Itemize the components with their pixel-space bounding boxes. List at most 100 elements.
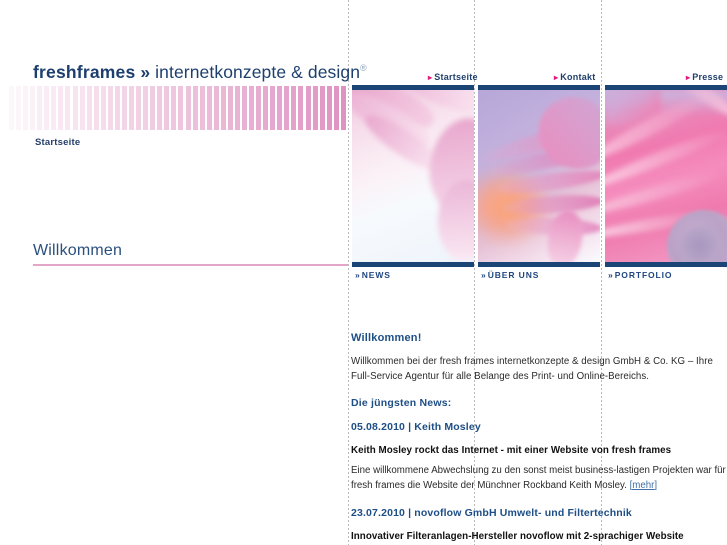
news-more-link[interactable]: [mehr] (629, 479, 658, 491)
stripe-bar (319, 86, 325, 130)
double-chevron-icon: » (355, 270, 360, 280)
breadcrumb[interactable]: Startseite (35, 137, 81, 148)
logo-tagline: internetkonzepte & design (155, 62, 361, 82)
triangle-right-icon: ▸ (554, 73, 559, 82)
triangle-right-icon: ▸ (686, 73, 691, 82)
teaser-link-news[interactable]: » NEWS (355, 267, 473, 283)
teaser-panel-news[interactable] (352, 85, 474, 267)
content-intro-paragraph: Willkommen bei der fresh frames internet… (351, 356, 713, 382)
stripe-bar (51, 86, 57, 130)
nav-item-kontakt[interactable]: ▸ Kontakt (554, 72, 596, 82)
nav-label: Presse (692, 72, 724, 82)
stripe-bar (129, 86, 135, 130)
stripe-bar (121, 86, 127, 130)
logo-name: freshframes (33, 62, 136, 82)
stripe-bar (333, 86, 339, 130)
panel-bottom-bar (478, 262, 600, 267)
stripe-bar (277, 86, 283, 130)
stripe-bar (185, 86, 191, 130)
panel-top-bar (478, 85, 600, 90)
registered-trademark-icon: ® (360, 63, 367, 74)
news-section-heading: Die jüngsten News: (351, 397, 452, 409)
stripe-bar (241, 86, 247, 130)
stripe-bar (284, 86, 290, 130)
teaser-link-portfolio[interactable]: » PORTFOLIO (608, 267, 726, 283)
stripe-bar (206, 86, 212, 130)
stripe-bar (291, 86, 297, 130)
teaser-panel-ueber-uns[interactable] (478, 85, 600, 267)
flower-image-news (352, 90, 474, 262)
stripe-bar (65, 86, 71, 130)
teaser-panel-portfolio[interactable] (605, 85, 727, 267)
stripe-bar (249, 86, 255, 130)
nav-item-startseite[interactable]: ▸ Startseite (428, 72, 478, 82)
news-date-title[interactable]: 05.08.2010 | Keith Mosley (351, 421, 481, 433)
teaser-link-ueber-uns[interactable]: » ÜBER UNS (481, 267, 599, 283)
stripe-bar (178, 86, 184, 130)
news-headline: Keith Mosley rockt das Internet - mit ei… (351, 445, 672, 456)
flower-image-ueber-uns (478, 90, 600, 262)
double-chevron-icon: » (608, 270, 613, 280)
stripe-bar (58, 86, 64, 130)
flower-image-portfolio (605, 90, 727, 262)
stripe-bar (312, 86, 318, 130)
news-headline: Innovativer Filteranlagen-Hersteller nov… (351, 531, 684, 542)
news-body-text: Eine willkommene Abwechslung zu den sons… (351, 465, 726, 491)
stripe-bar (9, 86, 14, 130)
nav-item-presse[interactable]: ▸ Presse (686, 72, 723, 82)
stripe-bar (72, 86, 78, 130)
stripe-bar (227, 86, 233, 130)
nav-label: Kontakt (560, 72, 596, 82)
news-item: 05.08.2010 | Keith Mosley Keith Mosley r… (351, 421, 727, 493)
stripe-bar (298, 86, 304, 130)
triangle-right-icon: ▸ (428, 73, 433, 82)
stripe-bar (150, 86, 156, 130)
stripe-bar (234, 86, 240, 130)
stripe-bar (86, 86, 92, 130)
stripe-bar (44, 86, 50, 130)
main-content: Willkommen! Willkommen bei der fresh fra… (351, 332, 727, 545)
stripe-bar (107, 86, 113, 130)
stripe-bar (79, 86, 85, 130)
stripe-bar (93, 86, 99, 130)
stripe-bar (164, 86, 170, 130)
stripe-bar (23, 86, 29, 130)
stripe-bar (220, 86, 226, 130)
stripe-bar (143, 86, 149, 130)
stripe-bar (256, 86, 262, 130)
stripe-bar (16, 86, 22, 130)
news-body: Eine willkommene Abwechslung zu den sons… (351, 464, 727, 493)
stripe-bar (157, 86, 163, 130)
stripe-bar (270, 86, 276, 130)
teaser-label: NEWS (361, 270, 391, 280)
column-separator-1 (348, 0, 349, 545)
stripe-bar (100, 86, 106, 130)
panel-top-bar (352, 85, 474, 90)
teaser-label: PORTFOLIO (614, 270, 673, 280)
stripe-bar (199, 86, 205, 130)
panel-bottom-bar (605, 262, 727, 267)
column-separator-2 (474, 0, 475, 545)
page-title: Willkommen (33, 242, 123, 259)
stripe-bar (171, 86, 177, 130)
content-heading: Willkommen! (351, 332, 422, 344)
panel-top-bar (605, 85, 727, 90)
nav-label: Startseite (434, 72, 478, 82)
column-separator-3 (601, 0, 602, 545)
stripe-bar (213, 86, 219, 130)
news-date-title[interactable]: 23.07.2010 | novoflow GmbH Umwelt- und F… (351, 507, 632, 519)
double-chevron-icon: » (481, 270, 486, 280)
site-logo[interactable]: freshframes » internetkonzepte & design® (33, 62, 367, 83)
stripe-bar (37, 86, 43, 130)
stripe-bar (192, 86, 198, 130)
panel-bottom-bar (352, 262, 474, 267)
stripe-bar (136, 86, 142, 130)
news-item: 23.07.2010 | novoflow GmbH Umwelt- und F… (351, 507, 727, 545)
stripe-bar (263, 86, 269, 130)
page-title-underline (33, 264, 348, 266)
stripe-bar (30, 86, 36, 130)
teaser-label: ÜBER UNS (487, 270, 540, 280)
stripe-band-decoration (9, 86, 348, 130)
stripe-bar (340, 86, 346, 130)
